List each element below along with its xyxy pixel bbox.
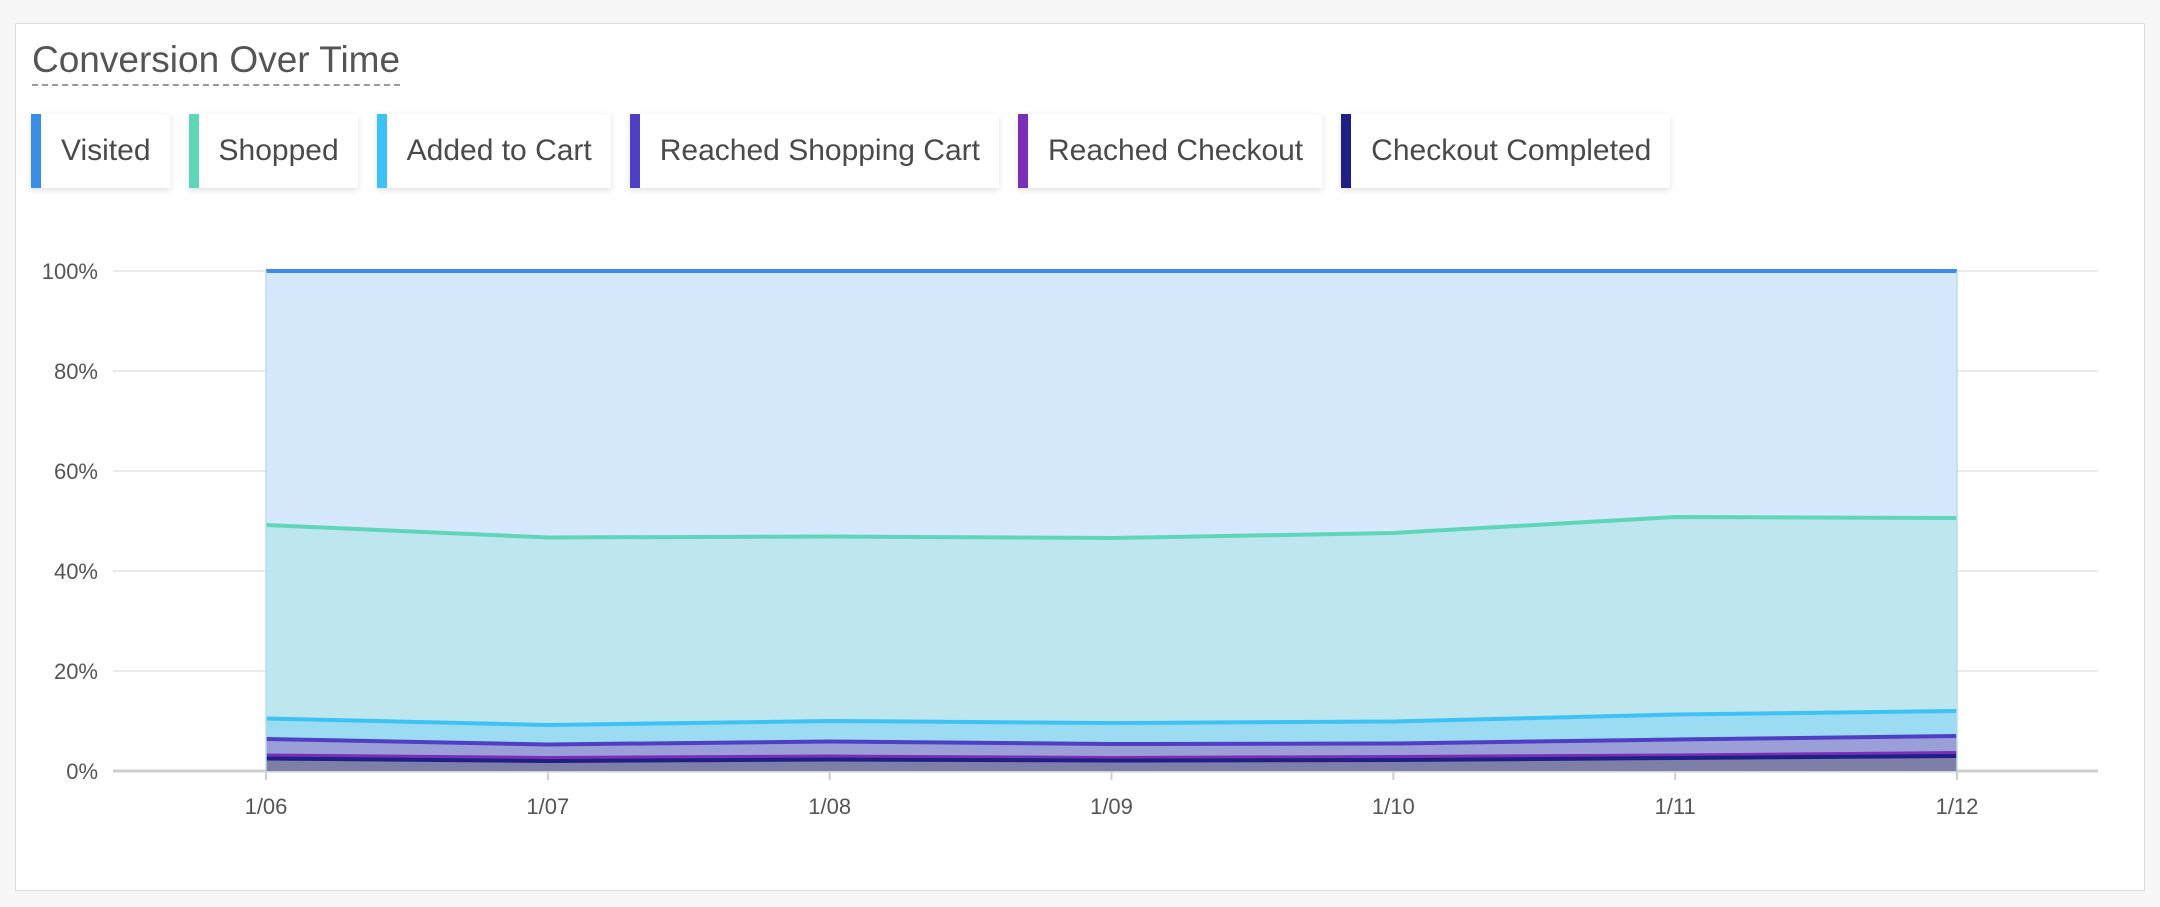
x-tick-label: 1/12 <box>1936 794 1979 819</box>
legend-label: Checkout Completed <box>1371 134 1652 167</box>
legend-label: Visited <box>61 134 151 167</box>
y-tick-label: 40% <box>54 559 98 584</box>
legend-swatch <box>1341 114 1352 188</box>
legend-swatch <box>376 114 387 188</box>
legend-swatch <box>629 114 640 188</box>
y-tick-label: 80% <box>54 359 98 384</box>
y-tick-label: 0% <box>66 759 98 784</box>
x-tick-label: 1/10 <box>1372 794 1415 819</box>
x-tick-label: 1/07 <box>526 794 569 819</box>
legend: Visited Shopped Added to Cart Reached Sh… <box>31 114 1671 188</box>
legend-item-visited[interactable]: Visited <box>31 114 170 188</box>
x-tick-label: 1/11 <box>1655 794 1696 819</box>
legend-item-shopped[interactable]: Shopped <box>188 114 358 188</box>
y-tick-label: 20% <box>54 659 98 684</box>
x-tick-label: 1/08 <box>808 794 851 819</box>
series-line-5 <box>265 754 1958 763</box>
legend-label: Shopped <box>218 134 339 167</box>
y-tick-label: 60% <box>54 459 98 484</box>
legend-label: Reached Shopping Cart <box>659 134 980 167</box>
y-tick-label: 100% <box>42 259 98 284</box>
legend-label: Reached Checkout <box>1047 134 1304 167</box>
chart-title[interactable]: Conversion Over Time <box>32 38 401 86</box>
x-tick-label: 1/06 <box>245 794 288 819</box>
series-line-1 <box>265 515 1958 540</box>
legend-swatch <box>188 114 199 188</box>
series-line-2 <box>265 709 1958 727</box>
series-area-1 <box>266 517 1957 771</box>
legend-swatch <box>1017 114 1028 188</box>
legend-item-added-to-cart[interactable]: Added to Cart <box>376 114 611 188</box>
series-line-3 <box>265 734 1958 747</box>
legend-item-reached-shopping-cart[interactable]: Reached Shopping Cart <box>629 114 999 188</box>
legend-label: Added to Cart <box>406 134 592 167</box>
legend-item-checkout-completed[interactable]: Checkout Completed <box>1341 114 1671 188</box>
series-line-4 <box>265 751 1958 760</box>
legend-item-reached-checkout[interactable]: Reached Checkout <box>1017 114 1323 188</box>
legend-swatch <box>31 114 41 188</box>
x-tick-label: 1/09 <box>1090 794 1133 819</box>
